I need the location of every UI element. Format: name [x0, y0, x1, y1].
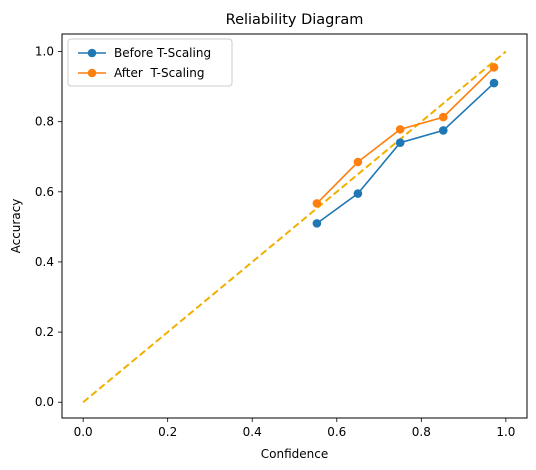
ticks-layer: 0.0 0.2 0.4 0.6 0.8 1.0 0.0 0.2 0.4 0.6 0.8 1.0 [35, 45, 516, 439]
reference-layer [82, 50, 507, 403]
series-2-point [395, 125, 405, 134]
legend-marker-1 [87, 48, 97, 58]
x-axis-label: Confidence [261, 447, 328, 461]
legend-box [67, 38, 233, 87]
series-1-point [439, 126, 448, 135]
y-tick-label: 0.0 [35, 395, 54, 409]
y-tick-label: 1.0 [35, 45, 54, 59]
series-1-point [489, 78, 499, 88]
series-line-2 [316, 66, 495, 204]
reference-diagonal-line [82, 50, 507, 403]
y-tick-label: 0.6 [35, 185, 54, 199]
x-tick-label: 0.4 [243, 425, 262, 439]
x-tick-label: 0.8 [412, 425, 431, 439]
series-2-point [353, 157, 363, 167]
series-layer [312, 63, 499, 228]
y-axis-label: Accuracy [9, 199, 23, 254]
series-2-point [312, 199, 322, 208]
legend-marker-2 [87, 68, 97, 78]
chart-title: Reliability Diagram [226, 12, 364, 28]
series-1-point [395, 138, 405, 148]
legend-label-2: After T-Scaling [114, 66, 204, 80]
x-tick-label: 1.0 [496, 425, 515, 439]
series-2-point [489, 63, 499, 72]
plot-frame [61, 33, 528, 419]
x-tick-label: 0.2 [158, 425, 177, 439]
series-2-point [439, 112, 448, 122]
y-tick-label: 0.2 [35, 325, 54, 339]
x-tick-label: 0.0 [74, 425, 93, 439]
legend-label-1: Before T-Scaling [114, 46, 211, 60]
y-tick-label: 0.8 [35, 115, 54, 129]
series-1-point [353, 189, 363, 198]
y-tick-label: 0.4 [35, 255, 54, 269]
x-tick-label: 0.6 [327, 425, 346, 439]
legend: Before T-Scaling After T-Scaling [67, 38, 233, 87]
series-line-1 [316, 82, 495, 225]
series-1-point [312, 219, 322, 228]
